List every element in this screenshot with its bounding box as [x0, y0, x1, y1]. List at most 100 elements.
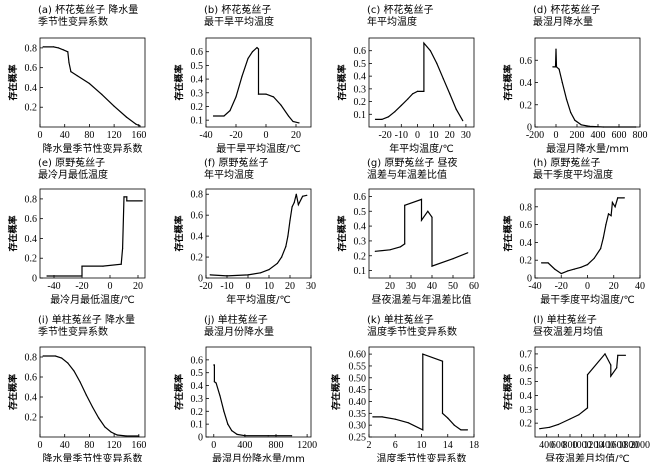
- data-point: [552, 66, 554, 68]
- panel-title-line: 温度季节性变异系数: [367, 325, 457, 338]
- data-point: [429, 50, 431, 52]
- data-point: [113, 105, 115, 107]
- panel-title-line: (e) 原野菟丝子: [38, 156, 105, 169]
- data-point: [139, 125, 141, 127]
- data-point: [374, 118, 377, 120]
- x-tick-label: 40: [635, 281, 645, 292]
- data-point: [260, 272, 262, 274]
- plot-frame: [39, 188, 146, 279]
- x-tick-label: 2000: [630, 440, 650, 451]
- x-tick-label: 160: [131, 440, 146, 451]
- response-curve: [47, 196, 143, 277]
- y-axis-label: 存在概率: [336, 64, 348, 100]
- x-axis-label: 年平均温度/℃: [389, 142, 454, 155]
- data-point: [244, 435, 246, 437]
- data-point: [420, 219, 423, 221]
- data-point: [610, 215, 612, 217]
- data-point: [42, 46, 44, 48]
- x-tick-label: 1400: [595, 440, 615, 451]
- data-point: [226, 275, 228, 277]
- panel-title-line: 昼夜温差月均值: [533, 325, 603, 338]
- data-point: [297, 204, 299, 206]
- y-tick-label: 0.25: [349, 433, 367, 444]
- y-tick-label: 0.5: [191, 61, 204, 72]
- x-tick-label: 0: [38, 440, 43, 451]
- response-curve: [210, 194, 307, 277]
- data-point: [215, 382, 217, 384]
- data-point: [610, 375, 612, 377]
- x-tick-label: 14: [443, 440, 453, 451]
- y-tick-label: 0.3: [354, 236, 367, 247]
- x-tick-label: 600: [551, 440, 566, 451]
- x-axis-label: 最干季度平均温度/℃: [540, 293, 635, 306]
- data-point: [219, 395, 221, 397]
- data-point: [611, 201, 614, 203]
- y-tick-label: 0.6: [25, 214, 38, 225]
- data-point: [287, 235, 289, 237]
- x-tick-label: -20: [199, 281, 212, 292]
- data-point: [223, 410, 225, 412]
- data-point: [116, 434, 118, 436]
- data-point: [549, 426, 551, 428]
- data-point: [247, 274, 249, 276]
- x-tick-label: 20: [133, 281, 143, 292]
- y-tick-label: 0.6: [520, 220, 533, 231]
- panel-title-line: (k) 单柱菟丝子: [367, 313, 434, 326]
- y-tick-label: 0.2: [191, 253, 204, 264]
- y-tick-label: 0.2: [25, 254, 38, 265]
- y-tick-label: 0.60: [349, 350, 367, 361]
- response-curve: [43, 46, 141, 127]
- panel-title-line: (a) 杯花菟丝子 降水量: [38, 3, 138, 16]
- data-point: [120, 263, 122, 265]
- y-tick-label: 0.6: [191, 211, 204, 222]
- data-point: [420, 198, 423, 200]
- y-tick-label: 0.55: [349, 361, 367, 372]
- data-point: [570, 111, 572, 114]
- x-tick-label: 20: [291, 130, 301, 141]
- y-tick-label: 0.5: [354, 59, 367, 70]
- data-point: [614, 206, 616, 208]
- y-tick-label: 0.8: [191, 190, 204, 201]
- x-tick-label: 20: [385, 281, 395, 292]
- y-tick-label: 0.4: [520, 391, 533, 402]
- plot-frame: [39, 37, 146, 128]
- data-point: [281, 256, 283, 258]
- response-curve: [213, 364, 292, 437]
- panel-title-line: 年平均温度: [204, 168, 254, 181]
- data-point: [236, 433, 238, 435]
- panel-title-line: 季节性变异系数: [38, 325, 108, 338]
- data-point: [125, 435, 128, 437]
- data-point: [293, 202, 295, 204]
- y-tick-label: 0.7: [520, 349, 533, 360]
- data-point: [73, 370, 75, 372]
- plot-frame: [205, 346, 312, 438]
- data-point: [381, 416, 383, 418]
- x-tick-label: 400: [539, 440, 554, 451]
- data-point: [617, 197, 619, 199]
- data-point: [213, 381, 215, 383]
- data-point: [616, 367, 618, 369]
- response-curve: [43, 355, 139, 437]
- x-tick-label: 30: [461, 130, 471, 141]
- data-point: [447, 417, 449, 419]
- data-point: [449, 93, 451, 95]
- data-point: [209, 274, 211, 276]
- y-tick-label: 0.3: [191, 394, 204, 405]
- data-point: [46, 275, 48, 277]
- data-point: [276, 262, 278, 264]
- data-point: [257, 48, 260, 50]
- x-tick-label: 20: [445, 130, 455, 141]
- data-point: [400, 104, 402, 106]
- data-point: [374, 250, 376, 252]
- x-tick-label: 1200: [297, 440, 317, 451]
- data-point: [104, 426, 106, 428]
- data-point: [555, 48, 557, 50]
- data-point: [618, 126, 620, 128]
- y-tick-label: 0.4: [25, 83, 38, 94]
- data-point: [561, 81, 563, 84]
- x-tick-label: 10: [429, 130, 439, 141]
- data-point: [547, 262, 549, 264]
- plot-frame: [534, 346, 641, 438]
